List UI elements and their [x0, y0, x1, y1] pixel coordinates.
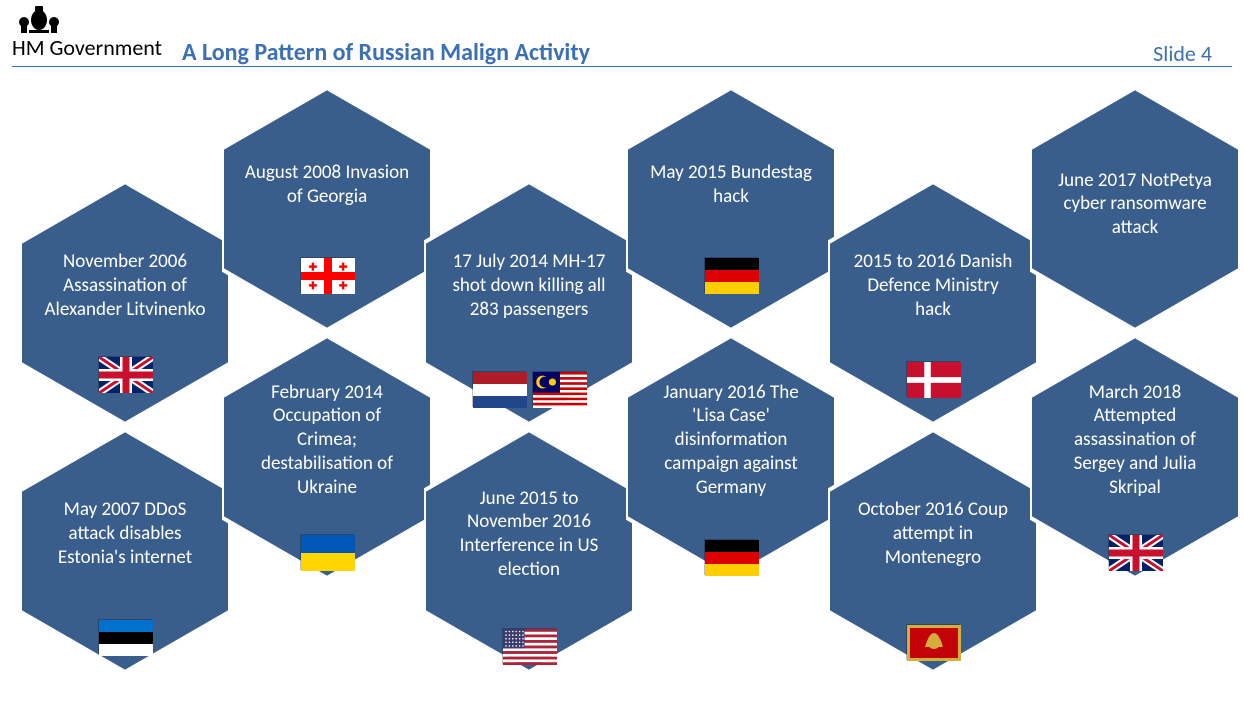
flag-estonia-icon: [98, 619, 152, 655]
flag-ukraine-icon: [300, 534, 354, 570]
hex-text: August 2008 Invasion of Georgia: [243, 136, 411, 233]
hex-notpetya: June 2017 NotPetya cyber ransomware atta…: [1030, 88, 1240, 330]
hex-text: May 2007 DDoS attack disables Estonia's …: [41, 464, 209, 604]
hex-danish: 2015 to 2016 Danish Defence Ministry hac…: [828, 182, 1038, 424]
hex-litvinenko: November 2006 Assassination of Alexander…: [20, 182, 230, 424]
hex-text: 2015 to 2016 Danish Defence Ministry hac…: [849, 216, 1017, 356]
flag-montenegro-icon: [906, 624, 960, 660]
hex-text: June 2015 to November 2016 Interference …: [445, 464, 613, 604]
flag-row: [424, 371, 634, 407]
hex-text: October 2016 Coup attempt in Montenegro: [849, 464, 1017, 604]
flag-row: [20, 356, 230, 392]
hex-uselection: June 2015 to November 2016 Interference …: [424, 430, 634, 672]
hex-skripal: March 2018 Attempted assassination of Se…: [1030, 336, 1240, 578]
hex-text: February 2014 Occupation of Crimea; dest…: [243, 370, 411, 510]
flag-malaysia-icon: [532, 371, 586, 407]
flag-row: [222, 534, 432, 570]
hex-mh17: 17 July 2014 MH-17 shot down killing all…: [424, 182, 634, 424]
hex-canvas: November 2006 Assassination of Alexander…: [0, 0, 1244, 703]
hex-text: January 2016 The 'Lisa Case' disinformat…: [647, 370, 815, 510]
flag-row: [828, 361, 1038, 397]
flag-row: [626, 539, 836, 575]
hex-text: November 2006 Assassination of Alexander…: [41, 216, 209, 356]
flag-usa-icon: [502, 628, 556, 664]
hex-text: 17 July 2014 MH-17 shot down killing all…: [445, 216, 613, 356]
hex-text: May 2015 Bundestag hack: [647, 136, 815, 233]
flag-georgia-icon: [300, 257, 354, 293]
flag-germany-icon: [704, 539, 758, 575]
flag-row: [222, 257, 432, 293]
flag-row: [828, 624, 1038, 660]
hex-text: June 2017 NotPetya cyber ransomware atta…: [1051, 136, 1219, 272]
flag-germany-icon: [704, 257, 758, 293]
flag-netherlands-icon: [472, 371, 526, 407]
flag-row: [1030, 534, 1240, 570]
flag-row: [626, 257, 836, 293]
hex-crimea: February 2014 Occupation of Crimea; dest…: [222, 336, 432, 578]
flag-uk-icon: [98, 356, 152, 392]
hex-montenegro: October 2016 Coup attempt in Montenegro: [828, 430, 1038, 672]
hex-estonia: May 2007 DDoS attack disables Estonia's …: [20, 430, 230, 672]
hex-text: March 2018 Attempted assassination of Se…: [1051, 370, 1219, 510]
hex-lisacase: January 2016 The 'Lisa Case' disinformat…: [626, 336, 836, 578]
flag-uk-icon: [1108, 534, 1162, 570]
hex-georgia: August 2008 Invasion of Georgia: [222, 88, 432, 330]
hex-bundestag: May 2015 Bundestag hack: [626, 88, 836, 330]
flag-row: [20, 619, 230, 655]
flag-row: [424, 628, 634, 664]
flag-denmark-icon: [906, 361, 960, 397]
